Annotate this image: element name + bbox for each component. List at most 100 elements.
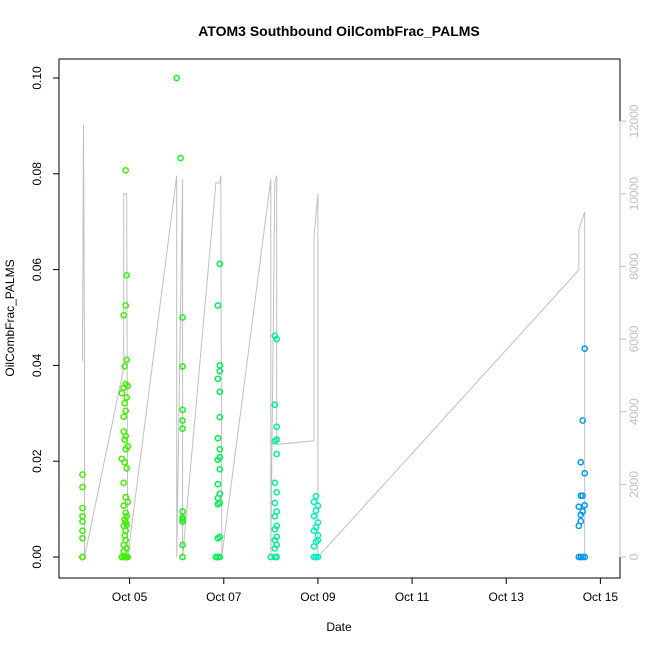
data-point — [122, 432, 130, 440]
data-point — [123, 356, 131, 364]
y2-tick-label: 0 — [627, 553, 641, 560]
data-point — [271, 401, 279, 409]
data-point — [214, 375, 222, 383]
y-tick-label: 0.02 — [30, 449, 44, 473]
data-point — [122, 167, 130, 174]
y-axis-label: OilCombFrac_PALMS — [3, 259, 17, 376]
data-point — [216, 413, 224, 421]
data-point — [179, 425, 186, 432]
data-point — [120, 311, 128, 319]
data-point — [120, 413, 128, 421]
x-axis: Oct 05 Oct 07 Oct 09 Oct 11 Oct 13 Oct 15 — [112, 577, 619, 604]
data-point — [79, 534, 86, 542]
x-tick-label: Oct 05 — [112, 590, 148, 604]
data-point — [121, 458, 129, 466]
data-point — [179, 541, 186, 549]
x-tick-label: Oct 15 — [583, 590, 619, 604]
data-point — [314, 553, 322, 561]
data-point — [122, 407, 130, 415]
data-point — [79, 483, 86, 491]
data-point — [177, 154, 184, 162]
series-7 — [310, 492, 322, 561]
data-point — [312, 492, 320, 500]
series-8 — [575, 345, 589, 561]
data-point — [581, 553, 589, 561]
x-tick-label: Oct 13 — [489, 590, 525, 604]
data-point — [216, 465, 224, 473]
data-point — [577, 511, 585, 519]
data-point — [120, 547, 128, 555]
data-point — [314, 536, 322, 544]
data-point — [179, 518, 186, 525]
data-point — [79, 504, 86, 512]
data-point — [214, 434, 222, 442]
data-point — [216, 260, 224, 268]
data-point — [310, 498, 318, 506]
data-point — [179, 314, 186, 321]
altitude-line-layer — [82, 124, 586, 559]
y-axis: 0.00 0.02 0.04 0.06 0.08 0.10 — [30, 66, 60, 569]
data-point — [216, 454, 224, 461]
data-points-layer — [79, 74, 589, 561]
series-4 — [173, 74, 186, 561]
data-point — [314, 519, 322, 526]
data-point — [216, 533, 224, 541]
data-point — [120, 479, 128, 487]
x-tick-label: Oct 07 — [206, 590, 242, 604]
data-point — [273, 450, 281, 458]
y2-tick-label: 8000 — [627, 253, 641, 280]
y2-tick-label: 12000 — [627, 104, 641, 138]
data-point — [273, 488, 281, 496]
data-point — [273, 553, 281, 561]
chart-title: ATOM3 Southbound OilCombFrac_PALMS — [198, 23, 480, 39]
data-point — [273, 436, 281, 443]
data-point — [310, 512, 318, 520]
data-point — [216, 388, 224, 396]
data-point — [577, 517, 585, 525]
data-point — [314, 502, 322, 510]
altitude-line — [82, 124, 586, 559]
series-3 — [122, 167, 130, 174]
series-6 — [267, 332, 281, 561]
y2-tick-label: 10000 — [627, 177, 641, 211]
data-point — [271, 499, 279, 507]
data-point — [579, 417, 587, 424]
x-tick-label: Oct 09 — [300, 590, 336, 604]
data-point — [120, 502, 128, 510]
data-point — [179, 417, 186, 424]
series-5 — [212, 260, 224, 561]
data-point — [124, 443, 132, 450]
y2-tick-label: 2000 — [627, 471, 641, 498]
y-tick-label: 0.06 — [30, 258, 44, 282]
data-point — [273, 533, 281, 541]
data-point — [273, 522, 281, 530]
data-point — [581, 469, 589, 477]
y2-tick-label: 4000 — [627, 398, 641, 425]
y-tick-label: 0.08 — [30, 162, 44, 186]
data-point — [179, 363, 186, 370]
data-point — [216, 362, 224, 369]
data-point — [121, 436, 129, 443]
data-point — [271, 479, 279, 487]
data-point — [216, 445, 224, 453]
data-point — [79, 512, 86, 520]
data-point — [124, 382, 132, 390]
data-point — [124, 553, 132, 561]
data-point — [579, 492, 587, 500]
data-point — [179, 553, 186, 561]
data-point — [122, 509, 130, 517]
y2-tick-label: 6000 — [627, 325, 641, 352]
series-2 — [118, 271, 132, 561]
data-point — [581, 345, 589, 352]
data-point — [124, 498, 132, 506]
data-point — [122, 302, 130, 309]
y2-axis: 0 2000 4000 6000 8000 10000 12000 — [619, 104, 641, 560]
data-point — [179, 406, 186, 414]
data-point — [271, 332, 279, 340]
data-point — [216, 490, 224, 498]
data-point — [79, 553, 86, 561]
data-point — [121, 363, 129, 370]
data-point — [581, 501, 589, 509]
